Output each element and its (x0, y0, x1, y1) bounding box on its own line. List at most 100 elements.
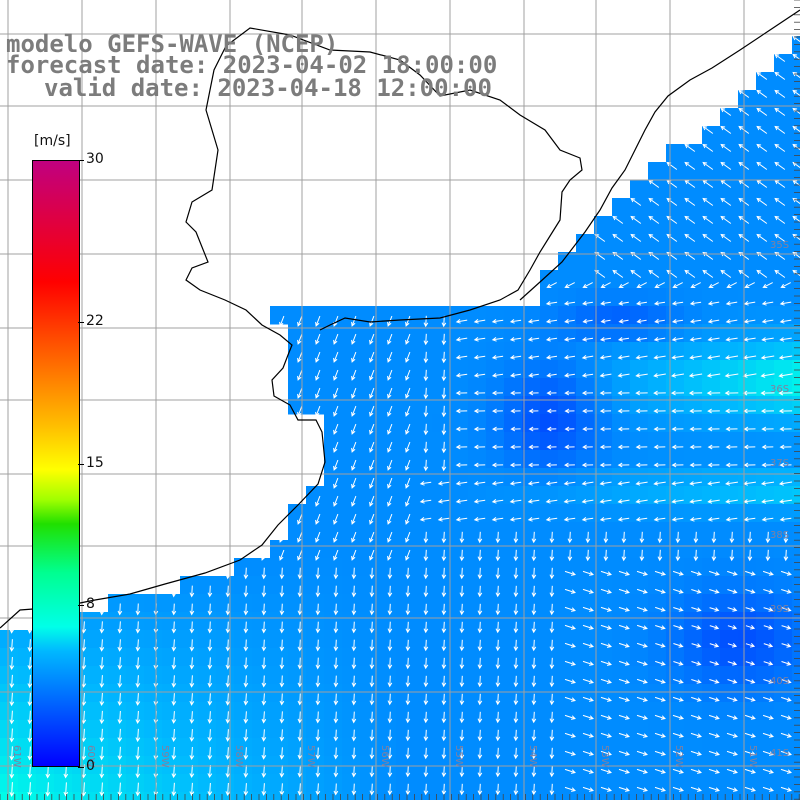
speed-cell (594, 522, 613, 541)
wind-arrow (333, 603, 339, 616)
speed-cell (648, 306, 667, 325)
speed-cell (378, 594, 397, 613)
speed-cell (450, 540, 469, 559)
speed-cell (18, 702, 37, 721)
speed-cell (774, 522, 793, 541)
speed-cell (180, 594, 199, 613)
wind-arrow (441, 423, 447, 436)
speed-cell (126, 630, 145, 649)
wind-arrow (369, 783, 375, 796)
speed-cell (720, 720, 739, 739)
wind-arrow (707, 444, 720, 450)
wind-arrow (297, 621, 303, 634)
speed-cell (414, 396, 433, 415)
speed-cell (180, 756, 199, 775)
speed-cell (792, 432, 800, 451)
wind-arrow (636, 300, 647, 306)
speed-cell (684, 342, 703, 361)
speed-cell (90, 684, 109, 703)
wind-arrow (711, 549, 717, 562)
wind-arrow (675, 549, 681, 562)
speed-cell (684, 504, 703, 523)
wind-arrow (744, 750, 756, 756)
wind-arrow (492, 426, 503, 432)
wind-arrow (495, 603, 501, 616)
wind-arrow (297, 603, 303, 616)
speed-cell (324, 630, 343, 649)
speed-cell (324, 306, 343, 325)
wind-arrow (369, 585, 375, 598)
wind-arrow (117, 603, 123, 616)
speed-cell (324, 360, 343, 379)
speed-cell (576, 270, 595, 289)
speed-cell (450, 450, 469, 469)
speed-cell (576, 306, 595, 325)
speed-cell (684, 450, 703, 469)
wind-arrow (725, 319, 738, 324)
wind-arrow (297, 585, 303, 598)
speed-cell (432, 558, 451, 577)
wind-arrow (600, 768, 612, 774)
wind-arrow (279, 585, 285, 598)
speed-cell (738, 144, 757, 163)
speed-cell (306, 756, 325, 775)
speed-cell (738, 702, 757, 721)
speed-cell (720, 504, 739, 523)
speed-cell (234, 738, 253, 757)
wind-arrow (690, 768, 702, 774)
speed-cell (234, 756, 253, 775)
wind-arrow (405, 387, 411, 399)
speed-cell (756, 738, 775, 757)
wind-arrow (744, 786, 756, 792)
title-forecast-date: forecast date: 2023-04-02 18:00:00 (6, 51, 498, 79)
speed-cell (486, 342, 505, 361)
speed-cell (432, 774, 451, 793)
speed-cell (720, 792, 739, 800)
wind-arrow (635, 481, 648, 486)
speed-cell (522, 720, 541, 739)
speed-cell (576, 666, 595, 685)
speed-cell (396, 612, 415, 631)
speed-cell (288, 666, 307, 685)
speed-cell (522, 378, 541, 397)
speed-cell (684, 414, 703, 433)
speed-cell (486, 666, 505, 685)
speed-cell (558, 612, 577, 631)
speed-cell (108, 702, 127, 721)
wind-arrow (549, 639, 555, 652)
speed-cell (522, 522, 541, 541)
wind-arrow (781, 696, 792, 702)
wind-arrow (477, 531, 483, 544)
wind-arrow (495, 657, 501, 670)
wind-arrow (672, 696, 684, 702)
speed-cell (396, 684, 415, 703)
wind-arrow (261, 783, 267, 796)
wind-arrow (635, 517, 648, 522)
speed-cell (738, 396, 757, 415)
wind-arrow (582, 444, 593, 450)
speed-cell (666, 540, 685, 559)
speed-cell (792, 270, 800, 289)
speed-cell (702, 540, 721, 559)
speed-cell (558, 342, 577, 361)
wind-arrow (441, 369, 447, 382)
speed-cell (396, 360, 415, 379)
speed-cell (162, 630, 181, 649)
speed-cell (630, 702, 649, 721)
wind-arrow (671, 426, 684, 432)
wind-arrow (423, 657, 429, 670)
speed-cell (684, 702, 703, 721)
wind-arrow (491, 390, 504, 396)
speed-cell (540, 342, 559, 361)
wind-arrow (207, 639, 213, 652)
speed-cell (738, 324, 757, 343)
lon-label: 52W (673, 745, 684, 768)
speed-cell (666, 774, 685, 793)
wind-arrow (441, 585, 447, 598)
wind-arrow (531, 657, 537, 670)
wind-arrow (9, 621, 15, 634)
wind-arrow (779, 337, 792, 342)
wind-arrow (405, 513, 411, 525)
speed-cell (504, 378, 523, 397)
wind-arrow (707, 355, 720, 360)
